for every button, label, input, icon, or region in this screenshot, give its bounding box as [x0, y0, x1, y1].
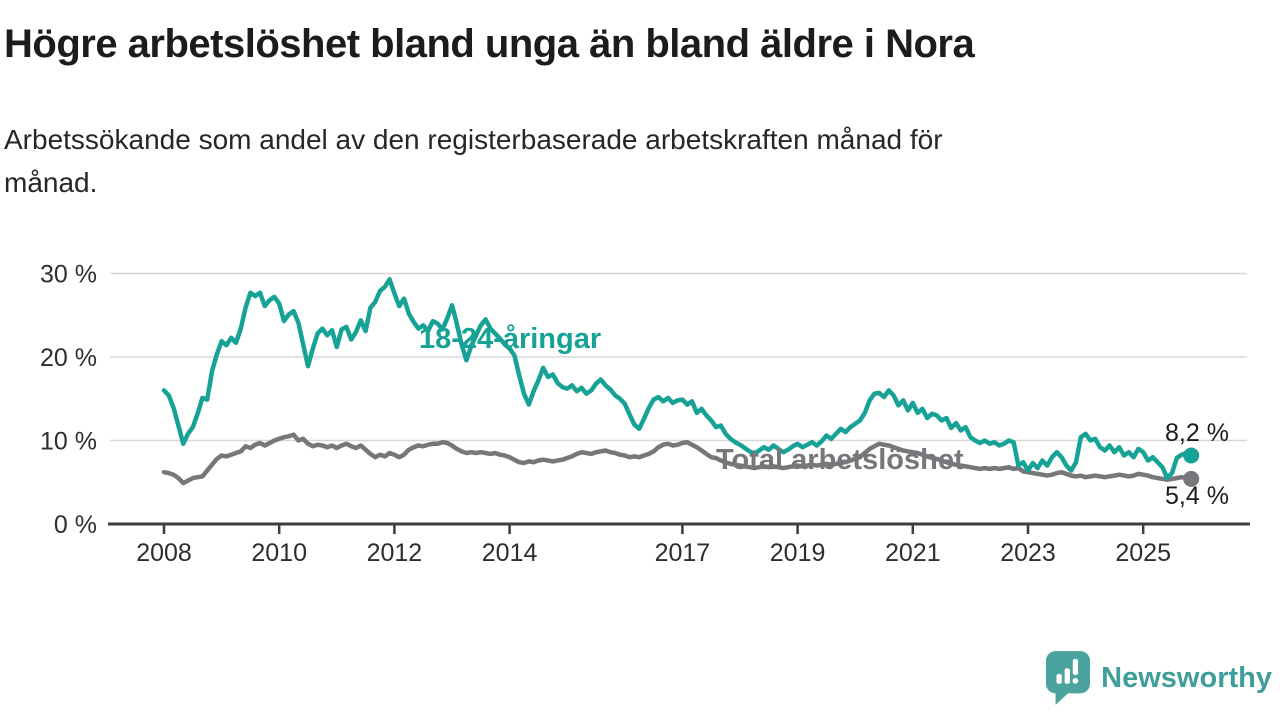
- bar-medium: [1064, 668, 1071, 684]
- exclamation-dot: [1072, 678, 1079, 684]
- subtitle-line-2: månad.: [4, 167, 98, 198]
- series-label-youth: 18-24-åringar: [419, 323, 601, 355]
- gridlines-layer: [110, 272, 1247, 442]
- newsworthy-logo-icon: [1046, 651, 1091, 705]
- x-tick-label: 2021: [885, 539, 941, 567]
- x-tick-label: 2014: [482, 539, 538, 567]
- x-tick-label: 2023: [1000, 539, 1056, 567]
- series-layer: [161, 277, 1200, 487]
- newsworthy-brand: Newsworthy: [1045, 650, 1272, 706]
- exclamation-bar: [1072, 658, 1079, 676]
- x-tick-label: 2008: [136, 539, 192, 567]
- end-value-label-total: 5,4 %: [1165, 482, 1229, 510]
- end-value-label-youth: 8,2 %: [1165, 419, 1229, 447]
- brand-name: Newsworthy: [1101, 661, 1272, 694]
- y-tick-label: 0 %: [54, 511, 97, 539]
- page-title: Högre arbetslöshet bland unga än bland ä…: [4, 22, 975, 66]
- bar-small: [1056, 674, 1062, 684]
- y-tick-label: 10 %: [40, 428, 97, 456]
- series-line-youth: [161, 277, 1194, 481]
- axis-layer: [108, 522, 1250, 534]
- series-line-total: [161, 432, 1194, 486]
- x-tick-label: 2010: [251, 539, 307, 567]
- y-tick-label: 30 %: [40, 261, 97, 289]
- y-tick-label: 20 %: [40, 344, 97, 372]
- series-end-dot-youth: [1183, 447, 1200, 464]
- x-tick-label: 2017: [655, 539, 711, 567]
- labels-layer: 18-24-åringar Total arbetslöshet 8,2 % 5…: [419, 323, 1229, 510]
- series-label-total: Total arbetslöshet: [716, 444, 964, 476]
- x-tick-label: 2025: [1115, 539, 1171, 567]
- x-tick-label: 2019: [770, 539, 826, 567]
- series-end-dot-total: [1183, 470, 1200, 487]
- chart-subtitle: Arbetssökande som andel av den registerb…: [4, 118, 943, 204]
- x-tick-label: 2012: [367, 539, 423, 567]
- tick-labels-layer: 30 % 20 % 10 % 0 % 2008 2010 2012 2014 2017 2019 2…: [40, 261, 1171, 568]
- subtitle-line-1: Arbetssökande som andel av den registerb…: [4, 124, 943, 155]
